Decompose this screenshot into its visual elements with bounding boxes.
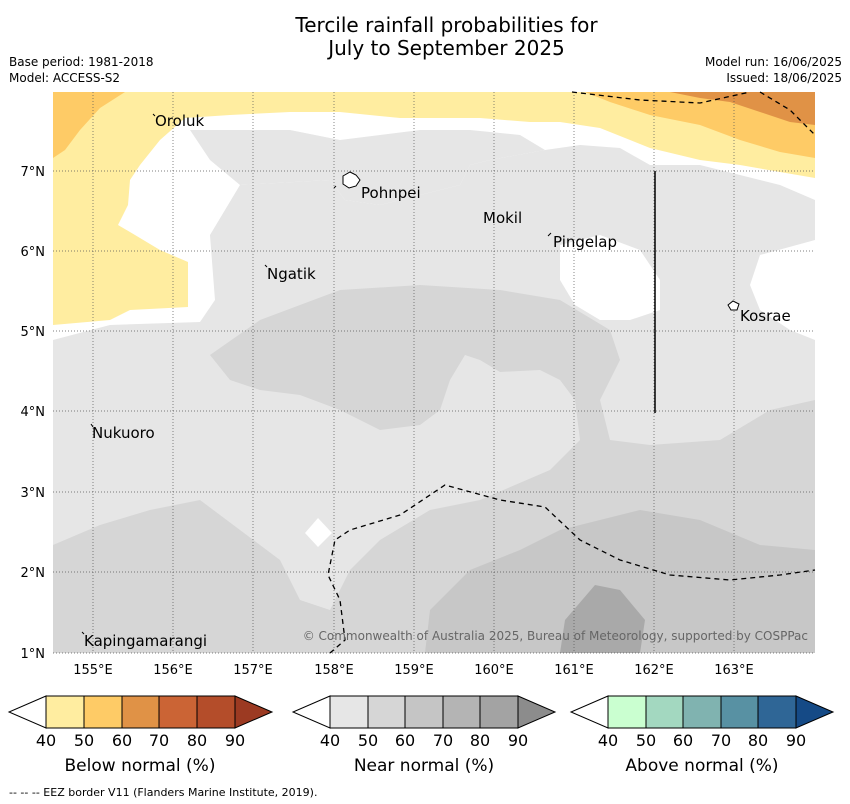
colorbar-below-segment-0 [7,695,47,729]
lat-tick-2n: 2°N [21,566,46,581]
eez-borders [327,91,816,654]
colorbar-below-segment-3 [121,695,160,729]
near-normal-60-region [425,510,815,653]
lat-tick-6n: 6°N [21,245,46,260]
lon-tick-157e: 157°E [233,663,273,678]
colorbar-above-segment-6 [795,695,835,729]
above-tick-40: 40 [597,731,619,750]
lat-tick-7n: 7°N [21,165,46,180]
chart-title: Tercile rainfall probabilities for July … [0,14,850,60]
colorbar-near-segment-5 [479,695,519,729]
lon-tick-158e: 158°E [314,663,354,678]
below-normal-50-west-region [53,92,125,158]
colorbar-above-normal [569,695,835,729]
below-tick-80: 80 [186,731,208,750]
place-kosrae: Kosrae [740,307,791,325]
colorbar-below-normal [7,695,274,729]
lon-tick-162e: 162°E [634,663,674,678]
map-gridlines [53,92,815,654]
eez-footnote: -- -- -- EEZ border V11 (Flanders Marine… [9,786,318,799]
below-tick-90: 90 [224,731,246,750]
model-run-label: Model run: 16/06/2025 [704,55,842,69]
near-tick-40: 40 [319,731,341,750]
map-fields [53,92,815,653]
place-nukuoro: Nukuoro [92,424,155,442]
colorbar-near-label: Near normal (%) [353,756,495,776]
meta-right: Model run: 16/06/2025 Issued: 18/06/2025 [705,54,842,86]
place-pohnpei: Pohnpei [361,184,421,202]
place-kapingamarangi: Kapingamarangi [84,632,207,650]
lat-tick-5n: 5°N [21,325,46,340]
place-oroluk: Oroluk [155,112,204,130]
lon-tick-159e: 159°E [394,663,434,678]
place-ngatik: Ngatik [267,265,316,283]
title-line-1: Tercile rainfall probabilities for [295,13,598,37]
near-tick-90: 90 [507,731,529,750]
ant-atoll-icon [333,185,337,189]
meta-left: Base period: 1981-2018 Model: ACCESS-S2 [9,54,154,86]
colorbar-near-segment-4 [442,695,481,729]
colorbar-near-segment-6 [517,695,557,729]
colorbar-near-segment-3 [404,695,444,729]
colorbar-above-segment-0 [569,695,609,729]
below-tick-70: 70 [148,731,170,750]
colorbar-above-segment-3 [682,695,722,729]
colorbar-near-segment-0 [291,695,331,729]
pohnpei-island-icon [342,171,361,189]
colorbar-above-label: Above normal (%) [625,756,779,776]
colorbar-near-segment-2 [367,695,406,729]
above-tick-90: 90 [785,731,807,750]
below-tick-60: 60 [111,731,133,750]
colorbar-below-segment-6 [234,695,274,729]
place-mokil: Mokil [483,209,522,227]
near-tick-70: 70 [432,731,454,750]
above-tick-60: 60 [672,731,694,750]
issued-label: Issued: 18/06/2025 [726,71,842,85]
title-line-2: July to September 2025 [328,36,565,60]
colorbar-below-segment-4 [158,695,198,729]
model-label: Model: ACCESS-S2 [9,71,121,85]
colorbar-above-segment-5 [757,695,797,729]
lon-tick-161e: 161°E [554,663,594,678]
colorbar-above-segment-4 [720,695,759,729]
lat-tick-1n: 1°N [21,647,46,662]
lon-tick-156e: 156°E [153,663,193,678]
lat-tick-4n: 4°N [21,405,46,420]
above-tick-80: 80 [747,731,769,750]
near-tick-80: 80 [469,731,491,750]
place-pingelap: Pingelap [553,233,617,251]
below-normal-60-region [670,92,815,125]
near-tick-60: 60 [394,731,416,750]
colorbar-below-segment-5 [196,695,236,729]
below-tick-50: 50 [73,731,95,750]
colorbar-near-normal [291,695,557,729]
colorbar-near-segment-1 [329,695,369,729]
low-probability-hole-east [750,240,815,340]
colorbar-above-segment-1 [607,695,647,729]
atoll-marks [81,113,552,635]
base-period-label: Base period: 1981-2018 [9,55,154,69]
above-tick-50: 50 [635,731,657,750]
lat-tick-3n: 3°N [21,486,46,501]
colorbar-below-label: Below normal (%) [64,756,216,776]
colorbar-below-segment-2 [83,695,123,729]
below-tick-40: 40 [35,731,57,750]
lon-tick-155e: 155°E [73,663,113,678]
lon-tick-160e: 160°E [474,663,514,678]
low-probability-hole-small [305,518,332,547]
above-tick-70: 70 [710,731,732,750]
kosrae-island-icon [727,300,740,311]
colorbar-above-segment-2 [645,695,684,729]
near-normal-40-north-region [190,130,545,205]
colorbar-below-segment-1 [45,695,85,729]
low-probability-hole-pingelap [560,235,660,320]
near-tick-50: 50 [357,731,379,750]
near-normal-70-region [560,585,645,653]
copyright-text: © Commonwealth of Australia 2025, Bureau… [303,629,808,643]
lon-tick-163e: 163°E [714,663,754,678]
